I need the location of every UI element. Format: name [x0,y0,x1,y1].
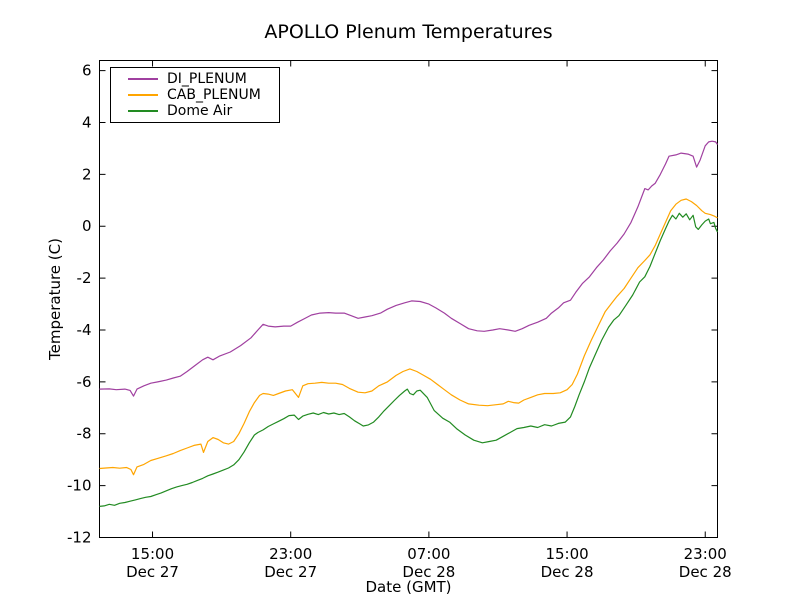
svg-text:-10: -10 [67,477,92,495]
svg-text:6: 6 [82,62,92,80]
svg-text:-4: -4 [77,321,92,339]
svg-text:Dec 28: Dec 28 [679,563,732,581]
svg-text:-12: -12 [67,529,92,547]
svg-text:2: 2 [82,165,92,183]
svg-text:Dec 28: Dec 28 [402,563,455,581]
svg-text:-8: -8 [77,425,92,443]
svg-text:Dec 28: Dec 28 [541,563,594,581]
svg-text:15:00: 15:00 [545,545,588,563]
legend-item: DI_PLENUM [111,71,279,87]
svg-text:15:00: 15:00 [131,545,174,563]
legend-swatch-cab-plenum [128,94,158,96]
legend-swatch-di-plenum [128,78,158,80]
legend-label: Dome Air [167,103,233,119]
svg-text:-6: -6 [77,373,92,391]
svg-text:0: 0 [82,217,92,235]
svg-text:23:00: 23:00 [269,545,312,563]
y-axis-label: Temperature (C) [46,238,64,360]
chart-title: APOLLO Plenum Temperatures [264,21,553,43]
legend: DI_PLENUM CAB_PLENUM Dome Air [110,67,280,123]
svg-text:4: 4 [82,113,92,131]
legend-label: DI_PLENUM [167,71,247,87]
svg-text:23:00: 23:00 [684,545,727,563]
legend-label: CAB_PLENUM [167,87,261,103]
svg-text:-2: -2 [77,269,92,287]
svg-text:07:00: 07:00 [407,545,450,563]
svg-text:Dec 27: Dec 27 [264,563,317,581]
svg-text:Dec 27: Dec 27 [126,563,179,581]
x-axis-label: Date (GMT) [365,578,452,596]
legend-swatch-dome-air [128,110,158,112]
legend-item: Dome Air [111,103,279,119]
legend-item: CAB_PLENUM [111,87,279,103]
